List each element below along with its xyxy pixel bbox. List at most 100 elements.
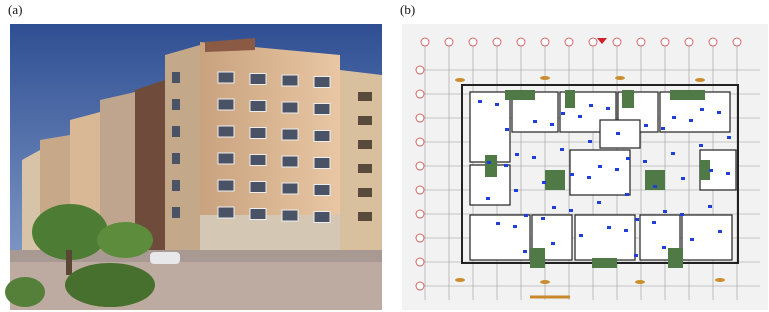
axis-bubble: [469, 38, 477, 46]
window: [282, 156, 298, 167]
planter: [565, 90, 575, 108]
room: [570, 150, 630, 195]
room: [575, 215, 635, 260]
fixture: [533, 120, 537, 123]
fixture: [606, 107, 610, 110]
marker: [715, 278, 725, 282]
planter: [670, 90, 705, 100]
fixture: [513, 225, 517, 228]
planter: [530, 248, 545, 268]
axis-bubble: [733, 38, 741, 46]
fixture: [653, 185, 657, 188]
fixture: [578, 115, 582, 118]
fixture: [626, 157, 630, 160]
building-side: [165, 45, 200, 252]
fixture: [643, 160, 647, 163]
fixture: [615, 168, 619, 171]
window: [282, 102, 298, 113]
window: [358, 188, 372, 197]
axis-bubble: [416, 114, 424, 122]
fixture: [514, 189, 518, 192]
axis-bubble: [416, 234, 424, 242]
room: [470, 215, 530, 260]
axis-bubble: [589, 38, 597, 46]
window: [172, 207, 180, 218]
window: [218, 207, 234, 218]
window: [250, 182, 266, 193]
axis-bubble: [416, 162, 424, 170]
marker: [615, 76, 625, 80]
trunk: [66, 250, 72, 275]
axis-bubble: [637, 38, 645, 46]
marker: [455, 78, 465, 82]
room: [682, 215, 732, 260]
window: [250, 74, 266, 85]
planter: [700, 160, 710, 180]
building-photo: [5, 24, 382, 310]
window: [250, 128, 266, 139]
window: [358, 164, 372, 173]
fixture: [523, 250, 527, 253]
window: [218, 72, 234, 83]
fixture: [607, 226, 611, 229]
fixture: [598, 165, 602, 168]
window: [282, 183, 298, 194]
fixture: [690, 238, 694, 241]
tree: [97, 222, 153, 258]
fixture: [550, 123, 554, 126]
fixture: [689, 119, 693, 122]
marker: [695, 78, 705, 82]
window: [218, 126, 234, 137]
fixture: [532, 156, 536, 159]
car: [150, 252, 180, 264]
fixture: [709, 169, 713, 172]
window: [358, 116, 372, 125]
fixture: [616, 132, 620, 135]
window: [250, 101, 266, 112]
planter: [485, 155, 497, 177]
fixture: [515, 153, 519, 156]
window: [282, 75, 298, 86]
bush: [65, 263, 155, 307]
axis-bubble: [517, 38, 525, 46]
fixture: [588, 140, 592, 143]
marker: [635, 280, 645, 284]
fixture: [486, 197, 490, 200]
fixture: [727, 136, 731, 139]
fixture: [717, 111, 721, 114]
window: [358, 212, 372, 221]
fixture: [570, 173, 574, 176]
fixture: [569, 209, 573, 212]
fixture: [561, 112, 565, 115]
fixture: [504, 164, 508, 167]
fixture: [699, 144, 703, 147]
window: [358, 140, 372, 149]
room: [470, 92, 510, 162]
fixture: [524, 214, 528, 217]
axis-bubble: [416, 210, 424, 218]
marker: [540, 280, 550, 284]
fixture: [681, 177, 685, 180]
fixture: [625, 193, 629, 196]
fixture: [661, 127, 665, 130]
fixture: [587, 176, 591, 179]
axis-bubble: [416, 138, 424, 146]
axis-bubble: [416, 66, 424, 74]
axis-bubble: [661, 38, 669, 46]
fixture: [671, 152, 675, 155]
window: [314, 185, 330, 196]
axis-bubble: [493, 38, 501, 46]
fixture: [487, 161, 491, 164]
fixture: [708, 205, 712, 208]
window: [314, 131, 330, 142]
axis-bubble: [565, 38, 573, 46]
building-mid: [135, 80, 165, 250]
fixture: [560, 148, 564, 151]
fixture: [624, 229, 628, 232]
window: [172, 99, 180, 110]
window: [314, 158, 330, 169]
window: [282, 210, 298, 221]
window: [218, 153, 234, 164]
window: [314, 212, 330, 223]
fixture: [505, 128, 509, 131]
